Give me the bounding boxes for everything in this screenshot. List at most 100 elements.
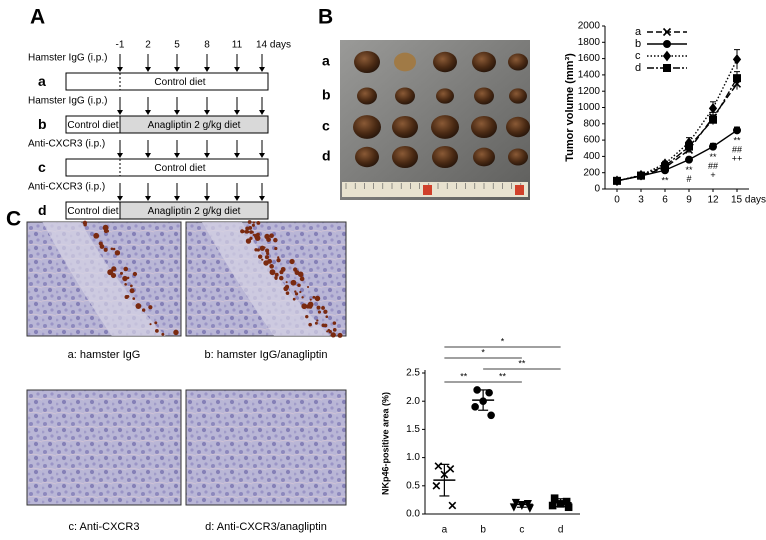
x-tick-label: b — [480, 525, 486, 536]
stained-cell — [148, 305, 153, 310]
y-axis-label: Tumor volume (mm³) — [564, 53, 576, 162]
stained-cell — [273, 237, 278, 243]
stained-cell — [132, 297, 136, 300]
y-tick-label: 0.0 — [406, 509, 420, 520]
arrow-head — [204, 67, 210, 72]
stained-cell — [312, 295, 316, 299]
stained-cell — [279, 275, 284, 281]
arrow-head — [174, 110, 180, 115]
significance-label: + — [710, 170, 715, 180]
stained-cell — [284, 284, 290, 290]
arrow-head — [117, 196, 123, 201]
stained-cell — [249, 236, 253, 241]
stained-cell — [274, 246, 278, 251]
diet-bar — [119, 115, 269, 134]
y-tick-label: 1.0 — [406, 452, 420, 463]
stained-cell — [155, 329, 159, 333]
arrow-head — [259, 153, 265, 158]
row-letter: d — [322, 148, 331, 164]
panel-label: A — [30, 6, 45, 29]
ruler-mark — [423, 185, 432, 195]
stained-cell — [297, 283, 301, 288]
marker — [446, 465, 455, 473]
group-letter: a — [38, 73, 46, 89]
stained-cell — [266, 251, 270, 256]
x-tick-label: 3 — [638, 195, 644, 206]
stained-cell — [332, 333, 336, 337]
arrow-head — [145, 153, 151, 158]
x-tick-label: 15 days — [731, 195, 766, 206]
significance-label: ** — [733, 136, 741, 146]
stroma — [42, 222, 166, 336]
legend-label: c — [635, 50, 641, 62]
diet-bar — [65, 158, 269, 177]
tumor — [392, 145, 418, 169]
stained-cell — [305, 314, 309, 319]
stained-cell — [251, 231, 254, 234]
stained-cell — [299, 290, 302, 294]
stained-cell — [314, 295, 321, 302]
marker — [709, 142, 717, 151]
group-letter: d — [38, 202, 47, 218]
treatment-label: Hamster IgG (i.p.) — [28, 96, 107, 107]
marker — [485, 388, 493, 397]
marker — [685, 142, 693, 151]
marker — [708, 103, 718, 114]
micrograph — [26, 389, 182, 506]
treatment-label: Hamster IgG (i.p.) — [28, 53, 107, 64]
treatment-label: Anti-CXCR3 (i.p.) — [28, 182, 105, 193]
tumor — [431, 115, 459, 139]
y-tick-label: 1000 — [578, 102, 601, 113]
arrow-head — [174, 67, 180, 72]
diet-label: Control diet — [67, 206, 118, 217]
timeline-label: 11 — [232, 40, 243, 51]
stained-cell — [308, 322, 312, 327]
tumor — [473, 147, 495, 167]
stained-cell — [293, 267, 298, 272]
stained-cell — [103, 247, 108, 252]
micrograph-caption: b: hamster IgG/anagliptin — [205, 349, 328, 361]
arrow-head — [234, 196, 240, 201]
marker — [662, 50, 672, 62]
stained-cell — [245, 238, 252, 244]
tumor — [354, 50, 380, 74]
y-tick-label: 2.5 — [406, 368, 420, 379]
arrow-head — [174, 196, 180, 201]
stained-cell — [264, 255, 270, 260]
stained-cell — [110, 247, 114, 251]
legend-label: a — [635, 26, 642, 38]
marker — [685, 155, 693, 164]
significance-label: ** — [709, 152, 717, 162]
stained-cell — [332, 321, 337, 325]
stained-cell — [106, 229, 109, 233]
x-tick-label: 9 — [686, 195, 692, 206]
y-tick-label: 0 — [594, 184, 600, 195]
stained-cell — [325, 315, 329, 318]
stained-cell — [102, 224, 109, 231]
significance-label: ## — [708, 161, 718, 171]
y-tick-label: 400 — [583, 151, 600, 162]
y-axis-label: NKp46-positive area (%) — [380, 392, 390, 495]
legend-label: d — [635, 62, 641, 74]
comparison-label: ** — [460, 371, 468, 381]
timeline-label: 2 — [145, 40, 151, 51]
series-line — [616, 83, 738, 182]
ruler — [342, 182, 528, 197]
arrow-head — [117, 110, 123, 115]
significance-label: ** — [685, 165, 693, 175]
ruler-mark — [515, 185, 524, 195]
tumor — [506, 116, 530, 138]
timeline-label: 5 — [174, 40, 180, 51]
stained-cell — [294, 290, 297, 293]
tumor — [395, 87, 415, 105]
tumor — [471, 115, 497, 139]
stained-cell — [306, 285, 310, 289]
arrow-head — [234, 67, 240, 72]
stained-cell — [126, 294, 130, 298]
stained-cell — [135, 303, 142, 309]
marker — [733, 126, 741, 135]
series-line — [616, 59, 738, 182]
significance-label: ++ — [732, 154, 743, 164]
panel-label: B — [318, 6, 333, 29]
stained-cell — [285, 281, 288, 284]
